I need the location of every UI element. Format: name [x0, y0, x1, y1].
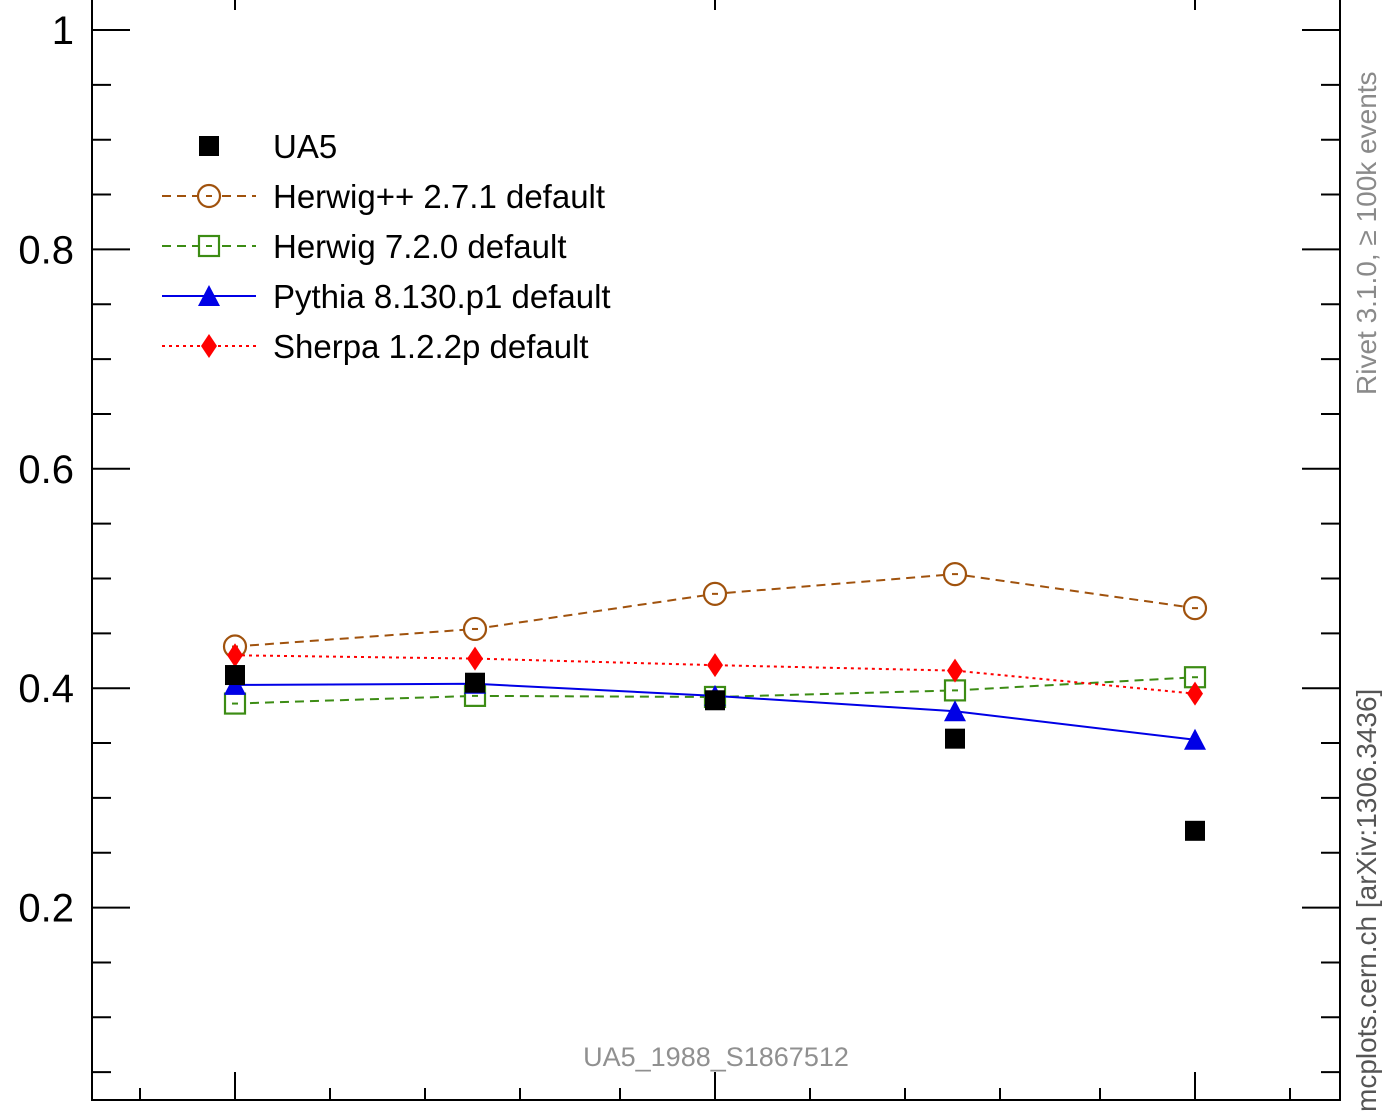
y-tick-label: 0.2 — [18, 887, 74, 931]
series-layer — [222, 562, 1208, 841]
legend-layer: UA5 Herwig++ 2.7.1 default Herwig 7.2.0 de… — [162, 128, 611, 365]
data-point — [225, 665, 245, 686]
legend-label: Herwig++ 2.7.1 default — [273, 178, 605, 215]
axes-layer: 0.2 0.4 0.6 0.8 1 — [18, 0, 1341, 1101]
legend-entry-3: Pythia 8.130.p1 default — [162, 278, 611, 315]
rivet-version-label: Rivet 3.1.0, ≥ 100k events — [1351, 71, 1382, 395]
data-point — [702, 581, 728, 606]
data-point — [462, 616, 488, 642]
y-tick-label: 0.4 — [18, 667, 74, 711]
series-0 — [225, 665, 1205, 841]
legend-marker — [198, 285, 220, 306]
legend-label: Herwig 7.2.0 default — [273, 228, 567, 265]
y-tick-label: 0.6 — [18, 448, 74, 492]
legend-label: Pythia 8.130.p1 default — [273, 278, 611, 315]
data-point — [227, 643, 243, 668]
data-point — [1182, 596, 1208, 621]
legend-label: Sherpa 1.2.2p default — [273, 328, 589, 365]
legend-entry-2: Herwig 7.2.0 default — [162, 228, 567, 265]
data-point — [1185, 820, 1205, 841]
data-point — [1187, 681, 1203, 706]
annotation-layer: UA5_1988_S1867512 Rivet 3.1.0, ≥ 100k ev… — [583, 71, 1382, 1112]
legend-marker — [199, 136, 219, 156]
data-point — [1184, 728, 1206, 750]
legend-marker — [197, 234, 221, 258]
legend-label: UA5 — [273, 128, 337, 165]
mcplots-reference-label: mcplots.cern.ch [arXiv:1306.3436] — [1351, 689, 1382, 1112]
data-point — [467, 646, 483, 671]
data-point — [943, 679, 967, 702]
data-point — [945, 728, 965, 749]
data-point — [707, 653, 723, 678]
data-point — [944, 700, 966, 722]
data-point — [942, 562, 968, 587]
data-point — [223, 692, 247, 715]
data-point — [465, 672, 485, 693]
legend-marker — [196, 183, 222, 209]
series-line — [234, 654, 1196, 695]
legend-entry-0: UA5 — [199, 128, 337, 165]
plot-frame — [91, 0, 1341, 1101]
y-tick-label: 0.8 — [18, 228, 74, 272]
data-point — [705, 690, 725, 711]
data-point — [947, 658, 963, 683]
legend-entry-4: Sherpa 1.2.2p default — [162, 328, 589, 365]
legend-marker — [201, 334, 217, 358]
legend-entry-1: Herwig++ 2.7.1 default — [162, 178, 605, 215]
analysis-id-label: UA5_1988_S1867512 — [583, 1042, 849, 1072]
series-4 — [227, 643, 1203, 706]
series-3 — [224, 672, 1206, 750]
data-point — [1183, 666, 1207, 689]
y-tick-label: 1 — [52, 9, 74, 53]
series-1 — [222, 562, 1208, 659]
